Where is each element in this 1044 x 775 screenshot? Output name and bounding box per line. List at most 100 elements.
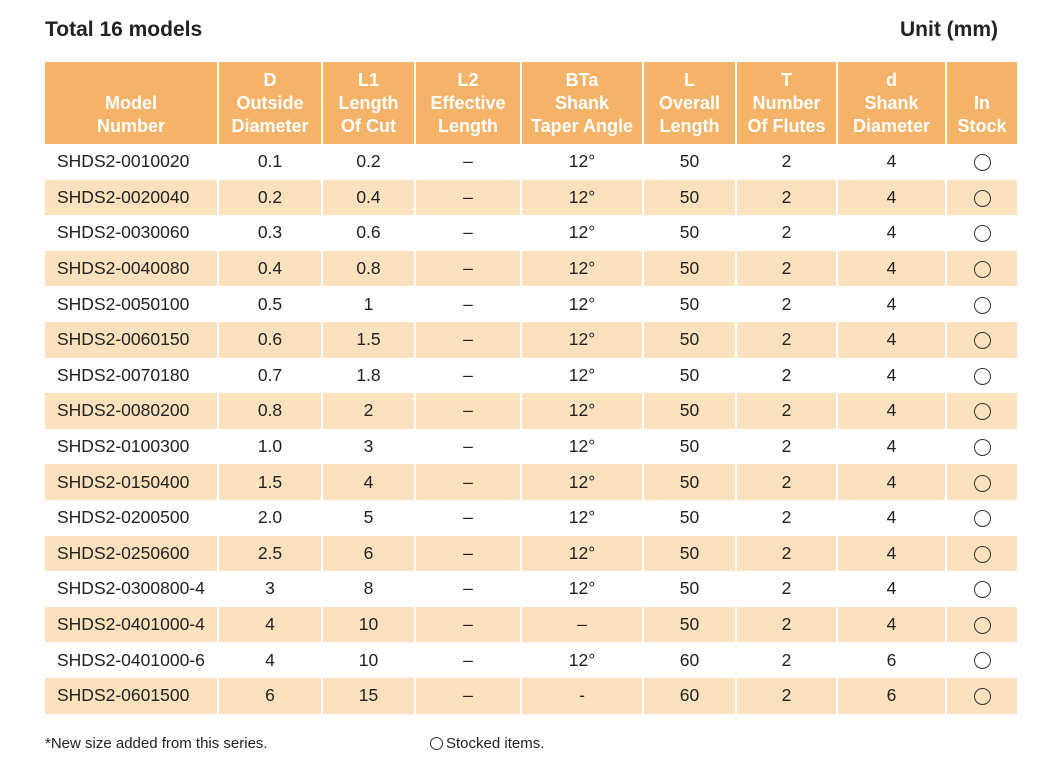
cell-t: 2: [735, 642, 837, 678]
cell-stock: [945, 357, 1017, 394]
column-header-line: T: [781, 69, 792, 90]
cell-stock: [945, 499, 1017, 536]
cell-l2: –: [414, 606, 521, 643]
cell-d: 4: [836, 144, 946, 180]
cell-l2: –: [414, 215, 521, 251]
cell-l2: –: [414, 357, 521, 394]
cell-l: 50: [642, 144, 736, 180]
cell-stock: [945, 144, 1017, 180]
spec-table: Model Number D Outside Diameter L1 Length Of Cu…: [45, 62, 1017, 714]
cell-model: SHDS2-0100300: [57, 436, 190, 457]
column-header-l: L Overall Length: [642, 62, 736, 144]
cell-d: 0.1: [217, 144, 322, 180]
cell-d: 4: [836, 499, 946, 536]
cell-l2: –: [414, 321, 521, 358]
column-header-line: Diameter: [852, 115, 931, 136]
cell-d: 4: [836, 250, 946, 287]
column-header-model: Model Number: [45, 62, 218, 144]
column-header-line: Shank: [864, 92, 919, 113]
cell-d: 4: [836, 179, 946, 216]
cell-l: 50: [642, 321, 736, 358]
cell-bta: 12°: [520, 535, 643, 572]
cell-model: SHDS2-0401000-4: [45, 606, 218, 643]
cell-l1: 0.6: [321, 215, 415, 251]
column-header-d: D Outside Diameter: [217, 62, 322, 144]
column-header-line: [45, 69, 217, 92]
cell-model: SHDS2-0050100: [57, 293, 190, 314]
cell-stock: [945, 642, 1017, 678]
cell-model: SHDS2-0040080: [45, 250, 218, 287]
in-stock-icon: [973, 688, 991, 706]
cell-model: SHDS2-0080200: [45, 393, 218, 429]
cell-l: 50: [642, 428, 736, 465]
cell-bta: 12°: [520, 393, 643, 429]
cell-bta: 12°: [520, 642, 643, 678]
cell-d: 0.5: [217, 286, 322, 322]
table-row: SHDS2-0401000-4 4 10– –50 2 4: [45, 606, 1017, 643]
cell-l1: 0.4: [321, 179, 415, 216]
cell-l2: –: [414, 393, 521, 429]
cell-model: SHDS2-0070180: [57, 364, 190, 385]
cell-stock: [945, 321, 1017, 358]
cell-stock: [945, 393, 1017, 429]
column-header-line: Effective: [430, 92, 506, 113]
cell-l1: 2: [321, 393, 415, 429]
column-header-l2: L2 Effective Length: [414, 62, 521, 144]
cell-l: 50: [642, 357, 736, 394]
table-row: SHDS2-0250600 2.5 6–12° 50 2 4: [45, 535, 1017, 572]
cell-d: 0.7: [217, 357, 322, 394]
cell-l1: 1.8: [321, 357, 415, 394]
cell-d: 6: [217, 677, 322, 714]
cell-model: SHDS2-0300800-4: [57, 578, 205, 599]
cell-d: 4: [836, 286, 946, 322]
in-stock-icon: [973, 225, 991, 243]
cell-d: 4: [836, 571, 946, 607]
cell-model: SHDS2-0250600: [45, 535, 218, 572]
cell-stock: [945, 606, 1017, 643]
table-row: SHDS2-0050100 0.5 1–12° 50 2 4: [45, 286, 1017, 322]
cell-l2: –: [414, 642, 521, 678]
in-stock-icon: [973, 510, 991, 528]
cell-bta: 12°: [520, 499, 643, 536]
cell-t: 2: [735, 215, 837, 251]
cell-model: SHDS2-0150400: [45, 464, 218, 500]
cell-l1: 5: [321, 499, 415, 536]
cell-bta: -: [520, 677, 643, 714]
in-stock-icon: [973, 616, 991, 634]
cell-bta: 12°: [520, 215, 643, 251]
cell-d: 4: [836, 464, 946, 500]
in-stock-icon: [973, 332, 991, 350]
cell-d: 6: [836, 677, 946, 714]
cell-l1: 10: [321, 606, 415, 643]
cell-model: SHDS2-0030060: [57, 222, 190, 243]
column-header-line: Length: [338, 92, 399, 113]
cell-l2: –: [414, 535, 521, 572]
column-header-stock: In Stock: [945, 62, 1017, 144]
cell-l2: –: [414, 144, 521, 180]
cell-t: 2: [735, 464, 837, 500]
cell-d: 4: [836, 321, 946, 358]
unit-label: Unit (mm): [900, 18, 998, 41]
cell-l: 50: [642, 250, 736, 287]
cell-bta: 12°: [520, 286, 643, 322]
cell-stock: [945, 677, 1017, 714]
cell-stock: [945, 286, 1017, 322]
cell-l2: –: [414, 677, 521, 714]
table-row: SHDS2-0150400 1.5 4–12° 50 2 4: [45, 464, 1017, 500]
cell-t: 2: [735, 428, 837, 465]
cell-d: 4: [836, 606, 946, 643]
in-stock-icon: [973, 545, 991, 563]
cell-d: 6: [836, 642, 946, 678]
cell-d: 0.8: [217, 393, 322, 429]
column-header-line: In: [974, 92, 990, 113]
column-header-line: L1: [357, 69, 379, 90]
cell-l: 50: [642, 393, 736, 429]
in-stock-icon: [973, 189, 991, 207]
column-header-line: Taper Angle: [530, 115, 633, 136]
table-row: SHDS2-0100300 1.0 3–12° 50 2 4: [45, 428, 1017, 465]
cell-d: 2.5: [217, 535, 322, 572]
table-row: SHDS2-0200500 2.0 5–12° 50 2 4: [45, 499, 1017, 536]
cell-l: 60: [642, 642, 736, 678]
table-row: SHDS2-0040080 0.4 0.8–12° 50 2 4: [45, 250, 1017, 287]
column-header-line: D: [263, 69, 277, 90]
